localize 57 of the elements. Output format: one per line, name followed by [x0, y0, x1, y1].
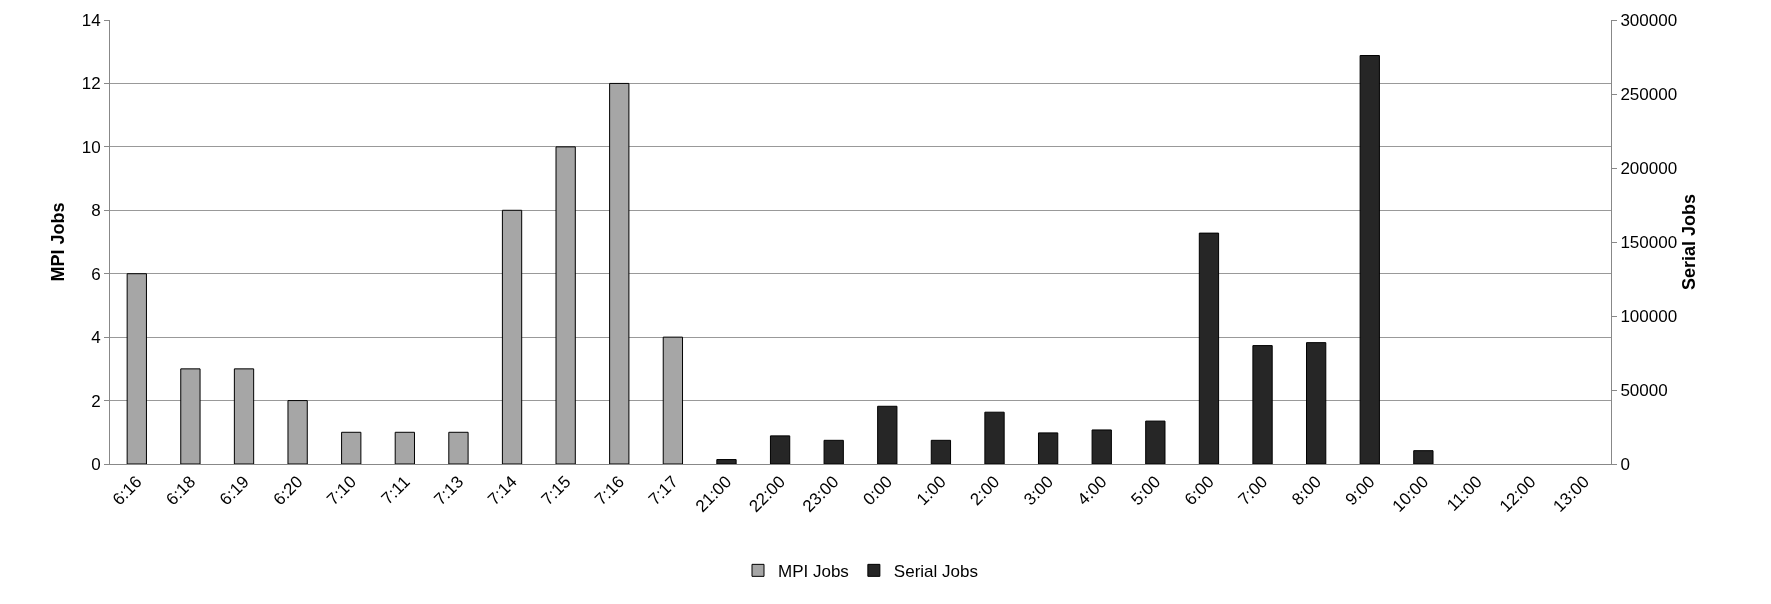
y2-tick-label: 0 — [1620, 454, 1630, 474]
x-tick-label: 7:13 — [430, 472, 468, 510]
y-axis-title: MPI Jobs — [48, 202, 68, 282]
x-tick-label: 6:19 — [216, 472, 253, 510]
y-tick-label: 14 — [81, 10, 101, 30]
y2-tick-label: 150000 — [1620, 232, 1678, 252]
y-tick-label: 8 — [91, 201, 101, 221]
bar — [233, 368, 255, 464]
y-tick-label: 0 — [91, 454, 101, 474]
bar — [769, 435, 791, 464]
bar — [662, 336, 684, 464]
bar — [1091, 429, 1112, 464]
bar — [716, 459, 737, 464]
bar — [287, 400, 308, 464]
bar — [823, 439, 844, 464]
bar — [394, 431, 415, 464]
y-tick-label: 2 — [91, 391, 101, 411]
y2-axis-title: Serial Jobs — [1679, 193, 1700, 291]
bar — [930, 439, 952, 464]
bar — [1198, 232, 1220, 464]
bar — [126, 273, 147, 464]
bar — [341, 431, 362, 464]
y2-tick-label: 250000 — [1620, 84, 1678, 104]
legend-label: Serial Jobs — [893, 561, 978, 581]
bar — [555, 146, 576, 464]
x-tick-label: 7:14 — [484, 472, 521, 510]
x-tick-label: 7:11 — [377, 472, 414, 509]
bar — [877, 405, 898, 464]
x-tick-label: 7:16 — [591, 472, 629, 510]
y2-tick-label: 100000 — [1620, 306, 1678, 326]
x-tick-label: 6:20 — [269, 472, 307, 510]
bar — [501, 209, 523, 464]
bar — [1413, 450, 1434, 464]
bar — [609, 82, 630, 464]
y-tick-label: 4 — [91, 328, 101, 348]
x-tick-label: 6:18 — [162, 472, 200, 510]
bar — [448, 431, 469, 464]
y-tick-label: 6 — [91, 264, 101, 284]
x-tick-label: 7:00 — [1234, 472, 1272, 510]
y2-tick-label: 50000 — [1620, 380, 1668, 400]
x-tick-label: 6:16 — [108, 472, 146, 510]
bar — [1145, 420, 1166, 464]
y-tick-label: 10 — [81, 137, 101, 157]
y2-tick-label: 200000 — [1620, 158, 1678, 178]
bar — [1037, 432, 1059, 464]
y2-tick-label: 300000 — [1620, 10, 1678, 30]
legend-label: MPI Jobs — [778, 561, 849, 581]
y-tick-label: 12 — [81, 74, 101, 94]
bar — [1359, 55, 1380, 464]
x-tick-label: 6:00 — [1180, 472, 1218, 510]
bar — [984, 411, 1005, 464]
x-tick-label: 7:10 — [323, 472, 361, 510]
bar — [1306, 342, 1327, 464]
bar — [180, 368, 201, 464]
x-tick-label: 0:00 — [859, 472, 897, 510]
bar — [1252, 345, 1273, 464]
x-tick-label: 4:00 — [1073, 472, 1111, 510]
